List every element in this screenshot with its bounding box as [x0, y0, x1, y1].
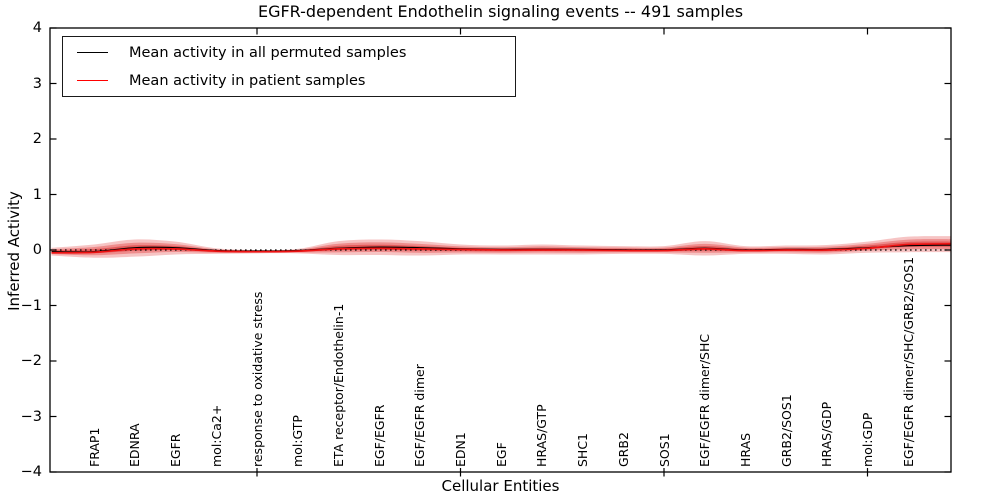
x-category-label: EGF/EGFR [371, 404, 387, 467]
red-line-sample [77, 80, 108, 81]
x-category-label: GRB2/SOS1 [778, 394, 794, 467]
x-category-label: GRB2 [615, 432, 631, 467]
x-category-label: HRAS/GTP [534, 404, 550, 467]
legend-label: Mean activity in patient samples [129, 72, 366, 89]
x-category-label: response to oxidative stress [249, 291, 265, 467]
y-tick-label: −1 [20, 297, 42, 314]
x-category-label: ETA receptor/Endothelin-1 [330, 303, 346, 467]
y-tick-label: 4 [32, 20, 42, 36]
x-category-label: FRAP1 [86, 427, 102, 467]
x-category-label: EGF [493, 442, 509, 467]
y-tick-label: −4 [20, 464, 42, 480]
y-tick-label: 3 [32, 75, 42, 92]
x-category-label: EGF/EGFR dimer [412, 364, 428, 467]
x-category-label: mol:GTP [290, 415, 306, 467]
y-tick-label: 2 [32, 131, 42, 147]
y-tick-label: 0 [32, 242, 42, 258]
chart-title: EGFR-dependent Endothelin signaling even… [257, 2, 744, 21]
x-category-label: HRAS/GDP [819, 401, 835, 467]
x-category-label: EGF/EGFR dimer/SHC [697, 333, 713, 467]
x-category-label: HRAS [737, 432, 753, 467]
x-category-label: EGFR [168, 433, 184, 467]
x-category-label: SHC1 [575, 432, 591, 467]
y-tick-label: −3 [20, 408, 42, 425]
x-category-label: mol:Ca2+ [208, 404, 224, 467]
x-category-label: EDNRA [127, 423, 143, 467]
legend: Mean activity in all permuted samples Me… [62, 36, 516, 97]
x-category-label: EGF/EGFR dimer/SHC/GRB2/SOS1 [900, 256, 916, 467]
legend-item-patient: Mean activity in patient samples [63, 70, 515, 91]
x-axis-label: Cellular Entities [441, 477, 560, 495]
legend-label: Mean activity in all permuted samples [129, 44, 407, 61]
x-category-label: mol:GDP [860, 412, 875, 467]
y-tick-label: −2 [20, 353, 42, 369]
x-category-label: SOS1 [656, 433, 672, 467]
y-tick-label: 1 [32, 186, 42, 203]
legend-item-permuted: Mean activity in all permuted samples [63, 42, 515, 63]
black-line-sample [77, 52, 108, 53]
x-category-label: EDN1 [453, 432, 468, 467]
